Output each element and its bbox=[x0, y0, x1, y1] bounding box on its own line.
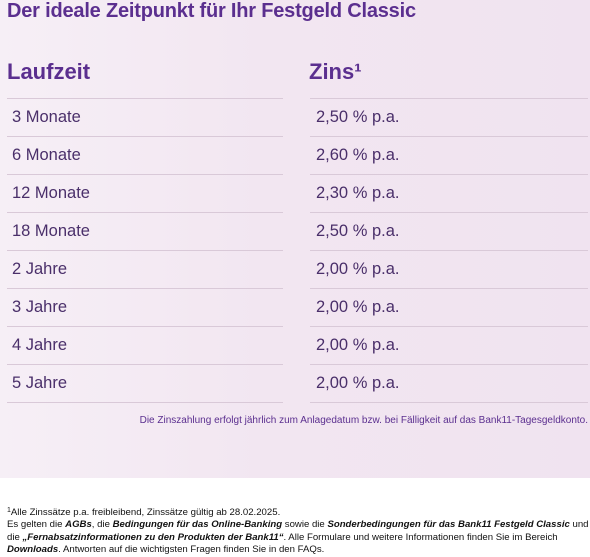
term-cell: 2 Jahre bbox=[7, 250, 283, 287]
terms-line: Downloads. Antworten auf die wichtigsten… bbox=[7, 544, 587, 556]
interest-payment-note: Die Zinszahlung erfolgt jährlich zum Anl… bbox=[139, 415, 588, 426]
term-cell: 3 Jahre bbox=[7, 288, 283, 325]
terms-text: und bbox=[569, 519, 589, 531]
rate-cell: 2,00 % p.a. bbox=[310, 288, 588, 325]
rates-table: 3 Monate 2,50 % p.a. 6 Monate 2,60 % p.a… bbox=[0, 98, 590, 403]
divider bbox=[310, 402, 588, 403]
terms-text: . Antworten auf die wichtigsten Fragen f… bbox=[58, 544, 325, 556]
term-cell: 18 Monate bbox=[7, 212, 283, 249]
rate-cell: 2,00 % p.a. bbox=[310, 326, 588, 363]
terms-text: Es gelten die bbox=[7, 519, 66, 531]
term-cell: 4 Jahre bbox=[7, 326, 283, 363]
footnote-mark: 1 bbox=[7, 507, 11, 514]
rate-cell: 2,30 % p.a. bbox=[310, 174, 588, 211]
term-cell: 3 Monate bbox=[7, 98, 283, 135]
table-bottom-rule bbox=[0, 402, 590, 403]
term-cell: 5 Jahre bbox=[7, 364, 283, 401]
table-row: 6 Monate 2,60 % p.a. bbox=[0, 136, 590, 174]
terms-text: die bbox=[7, 531, 23, 543]
table-row: 18 Monate 2,50 % p.a. bbox=[0, 212, 590, 250]
agb-link[interactable]: AGBs bbox=[65, 519, 92, 531]
column-header-term: Laufzeit bbox=[7, 59, 91, 84]
table-row: 3 Monate 2,50 % p.a. bbox=[0, 98, 590, 136]
table-row: 12 Monate 2,30 % p.a. bbox=[0, 174, 590, 212]
table-row: 4 Jahre 2,00 % p.a. bbox=[0, 326, 590, 364]
rate-cell: 2,50 % p.a. bbox=[310, 98, 588, 135]
rate-cell: 2,60 % p.a. bbox=[310, 136, 588, 173]
rates-panel: Der ideale Zeitpunkt für Ihr Festgeld Cl… bbox=[0, 0, 590, 478]
footnote-line: 1Alle Zinssätze p.a. freibleibend, Zinss… bbox=[7, 505, 587, 519]
distance-selling-info-link[interactable]: „Fernabsatzinformationen zu den Produkte… bbox=[22, 531, 284, 543]
table-row: 5 Jahre 2,00 % p.a. bbox=[0, 364, 590, 402]
rate-cell: 2,50 % p.a. bbox=[310, 212, 588, 249]
terms-text: . Alle Formulare und weitere Information… bbox=[283, 531, 558, 543]
online-banking-conditions-link[interactable]: Bedingungen für das Online-Banking bbox=[112, 519, 283, 531]
terms-line: die „Fernabsatzinformationen zu den Prod… bbox=[7, 532, 587, 544]
rate-cell: 2,00 % p.a. bbox=[310, 364, 588, 401]
terms-text: , die bbox=[91, 519, 113, 531]
divider bbox=[7, 402, 283, 403]
downloads-link[interactable]: Downloads bbox=[7, 544, 59, 556]
term-cell: 12 Monate bbox=[7, 174, 283, 211]
term-cell: 6 Monate bbox=[7, 136, 283, 173]
column-header-rate: Zins¹ bbox=[309, 59, 362, 84]
special-conditions-link[interactable]: Sonderbedingungen für das Bank11 Festgel… bbox=[327, 519, 570, 531]
footnote-section: 1Alle Zinssätze p.a. freibleibend, Zinss… bbox=[7, 505, 589, 557]
table-row: 3 Jahre 2,00 % p.a. bbox=[0, 288, 590, 326]
footnote-text: Alle Zinssätze p.a. freibleibend, Zinssä… bbox=[10, 507, 281, 518]
page-title: Der ideale Zeitpunkt für Ihr Festgeld Cl… bbox=[7, 0, 416, 22]
table-row: 2 Jahre 2,00 % p.a. bbox=[0, 250, 590, 288]
rate-cell: 2,00 % p.a. bbox=[310, 250, 588, 287]
terms-line: Es gelten die AGBs, die Bedingungen für … bbox=[7, 519, 589, 531]
terms-text: sowie die bbox=[282, 519, 328, 531]
